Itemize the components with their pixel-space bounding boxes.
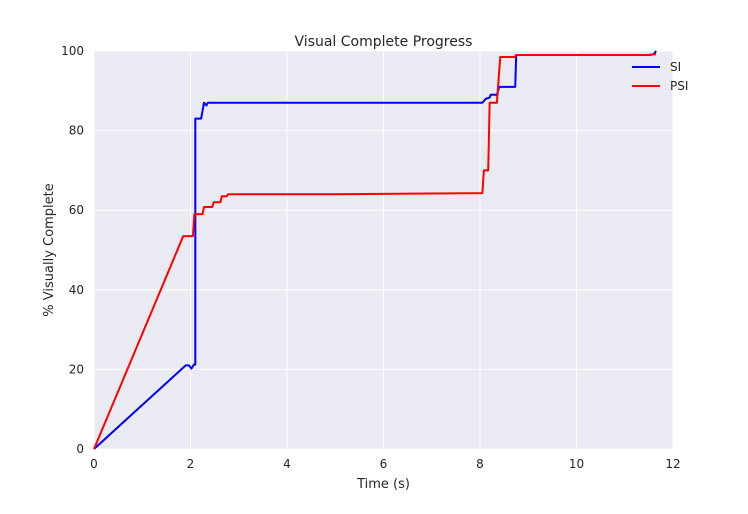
x-axis-ticks: 0 2 4 6 8 10 12 [90, 457, 680, 471]
x-tick-label: 0 [90, 457, 98, 471]
x-tick-label: 8 [476, 457, 484, 471]
series-line-si [93, 50, 657, 450]
x-tick-label: 4 [283, 457, 291, 471]
legend: SI PSI [632, 60, 688, 93]
x-tick-label: 10 [569, 457, 584, 471]
y-axis-title: % Visually Complete [42, 183, 57, 316]
chart-title: Visual Complete Progress [295, 34, 473, 50]
x-tick-label: 2 [187, 457, 195, 471]
y-tick-label: 100 [61, 44, 84, 58]
x-tick-label: 12 [665, 457, 680, 471]
grid [93, 50, 674, 450]
y-tick-label: 40 [69, 283, 84, 297]
y-axis-ticks: 0 20 40 60 80 100 [61, 44, 84, 456]
series-lines [93, 50, 657, 450]
legend-label-si: SI [670, 60, 681, 74]
x-tick-label: 6 [380, 457, 388, 471]
x-axis-title: Time (s) [356, 477, 410, 492]
y-tick-label: 20 [69, 362, 84, 376]
y-tick-label: 80 [69, 124, 84, 138]
y-tick-label: 60 [69, 203, 84, 217]
y-tick-label: 0 [76, 442, 84, 456]
series-line-psi [93, 53, 657, 450]
legend-label-psi: PSI [670, 79, 688, 93]
